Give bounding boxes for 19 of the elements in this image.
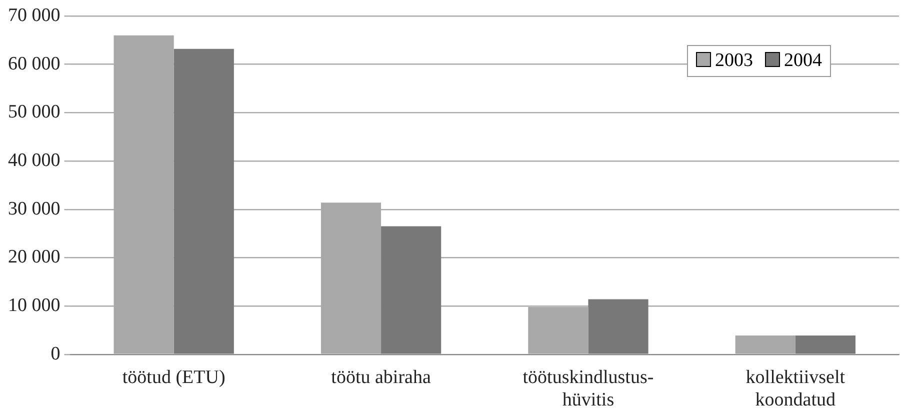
legend-label: 2003: [714, 50, 753, 72]
legend-label: 2004: [783, 50, 822, 72]
bar: [381, 226, 442, 354]
x-tick-label: kollektiivselt koondatud: [746, 366, 846, 411]
x-tick-label: töötud (ETU): [122, 366, 226, 388]
y-tick-label: 30 000: [8, 198, 60, 220]
bar: [795, 336, 856, 354]
bar: [588, 299, 648, 354]
x-tick-label: töötuskindlustus-hüvitis: [522, 366, 654, 411]
x-tick-label: töötu abiraha: [331, 366, 432, 388]
y-tick-label: 40 000: [8, 150, 60, 172]
y-tick-label: 50 000: [8, 102, 60, 123]
y-tick-label: 70 000: [8, 4, 60, 26]
bar: [174, 48, 234, 354]
y-tick-label: 20 000: [8, 246, 60, 268]
y-tick-label: 0: [50, 343, 60, 364]
y-tick-label: 10 000: [8, 295, 60, 316]
bar: [735, 336, 796, 354]
y-tick-label: 60 000: [8, 53, 60, 74]
